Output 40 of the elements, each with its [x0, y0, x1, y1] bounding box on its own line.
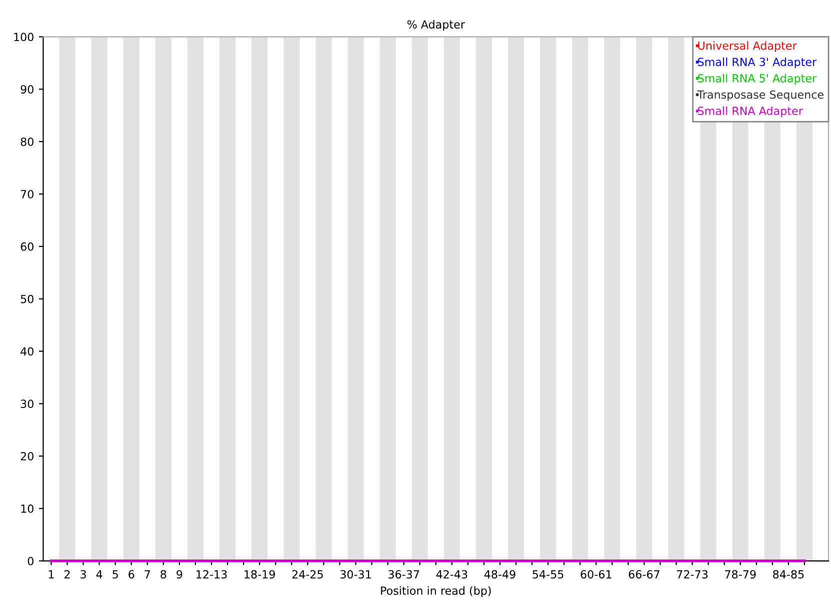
y-tick-label: 100 [14, 32, 34, 42]
x-tick-label: 54-55 [532, 570, 564, 579]
x-tick-label: 8 [160, 570, 166, 579]
legend-label: Small RNA Adapter [698, 106, 803, 118]
chart-title: % Adapter [407, 20, 465, 31]
x-tick-label: 12-13 [196, 570, 227, 579]
x-tick-label: 42-43 [436, 570, 468, 579]
x-axis-title: Position in read (bp) [381, 586, 491, 597]
x-tick-label: 6 [128, 570, 134, 579]
x-tick-label: 72-73 [677, 570, 708, 579]
x-tick-label: 5 [112, 570, 118, 579]
x-tick-label: 48-49 [484, 570, 516, 579]
x-tick-label: 24-25 [292, 570, 323, 579]
y-tick-label: 30 [20, 400, 34, 408]
legend-label: Small RNA 3' Adapter [698, 58, 817, 68]
x-tick-label: 60-61 [580, 570, 612, 579]
y-tick-label: 90 [20, 85, 34, 94]
y-tick-label: 50 [20, 294, 34, 304]
x-tick-label: 3 [80, 570, 86, 579]
y-tick-label: 70 [20, 190, 34, 198]
legend-label: Transposase Sequence [697, 90, 824, 101]
x-tick-label: 1 [48, 570, 54, 578]
legend-label: Small RNA 5' Adapter [698, 74, 817, 85]
x-tick-label: 30-31 [340, 570, 371, 579]
x-tick-label: 36-37 [388, 570, 419, 579]
y-tick-label: 60 [20, 242, 34, 251]
x-tick-label: 78-79 [725, 570, 756, 579]
y-tick-label: 10 [21, 504, 34, 513]
y-tick-label: 0 [28, 556, 34, 566]
x-tick-label: 7 [144, 570, 150, 578]
x-tick-label: 2 [64, 570, 70, 578]
x-tick-label: 18-19 [244, 570, 275, 579]
x-tick-label: 66-67 [628, 570, 660, 579]
legend-label: Universal Adapter [698, 41, 797, 52]
x-tick-label: 84-85 [773, 570, 804, 579]
y-tick-label: 40 [20, 347, 34, 356]
x-tick-label: 9 [176, 570, 182, 579]
y-tick-label: 80 [20, 138, 34, 146]
x-tick-label: 4 [96, 570, 102, 578]
y-tick-label: 20 [20, 452, 34, 460]
